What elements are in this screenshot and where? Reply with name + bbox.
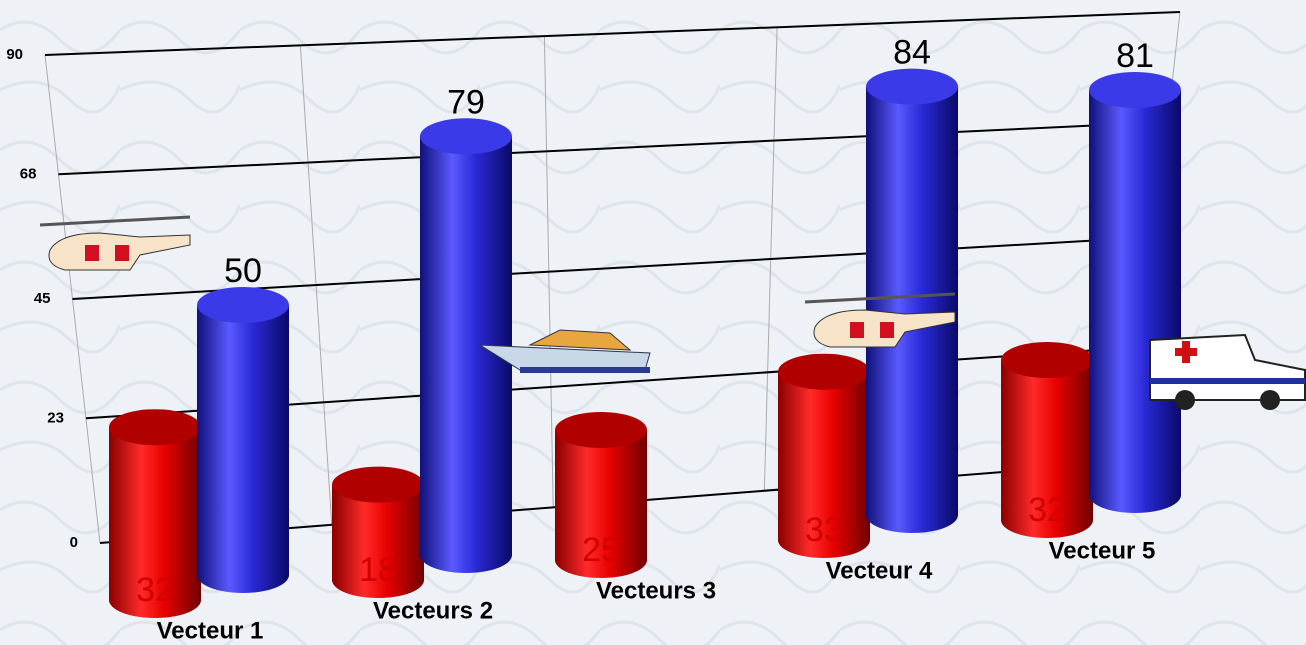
bar-top [1001,342,1093,378]
y-tick-label: 68 [20,165,37,182]
grid-line [44,11,1181,56]
value-label: 81 [1116,37,1154,75]
helicopter-icon [39,215,191,271]
bar-top [1089,72,1181,108]
boat-icon [478,329,651,373]
bar-top [197,287,289,323]
bar [778,371,870,558]
grid-line [58,121,1168,176]
bar [1001,360,1093,538]
y-tick-label: 45 [34,290,51,307]
bar-top [332,466,424,503]
bar-top [866,68,958,105]
x-tick-label: Vecteurs 2 [373,597,493,624]
value-label: 33 [805,511,843,549]
bar-top [420,118,512,155]
bar [866,86,958,533]
ambulance-icon [1149,333,1306,410]
x-tick-label: Vecteur 4 [826,557,933,584]
bar [1089,90,1181,513]
helicopter-icon [804,292,956,348]
value-label: 25 [582,531,620,569]
y-tick-label: 90 [6,46,23,63]
bar [555,430,647,578]
value-label: 79 [447,83,485,121]
value-label: 50 [224,252,262,290]
bars: 32 50 Vecteur 1 18 79 Vecteurs 2 25 Vecteurs 3 3… [109,34,1181,644]
bar-top [109,409,201,446]
x-tick-label: Vecteur 1 [157,617,264,644]
y-tick-label: 0 [70,534,78,551]
bar [332,484,424,598]
grid: 0 23 45 68 90 [6,11,1181,551]
bar-top [778,353,870,390]
x-tick-label: Vecteur 5 [1049,537,1156,564]
value-label: 84 [893,34,931,72]
value-label: 18 [359,551,397,589]
bar [109,427,201,618]
bar-top [555,412,647,448]
value-label: 32 [136,571,174,609]
value-label: 32 [1028,491,1066,529]
bar [197,305,289,593]
bar [420,136,512,574]
x-tick-label: Vecteurs 3 [596,577,716,604]
y-tick-label: 23 [47,409,64,426]
